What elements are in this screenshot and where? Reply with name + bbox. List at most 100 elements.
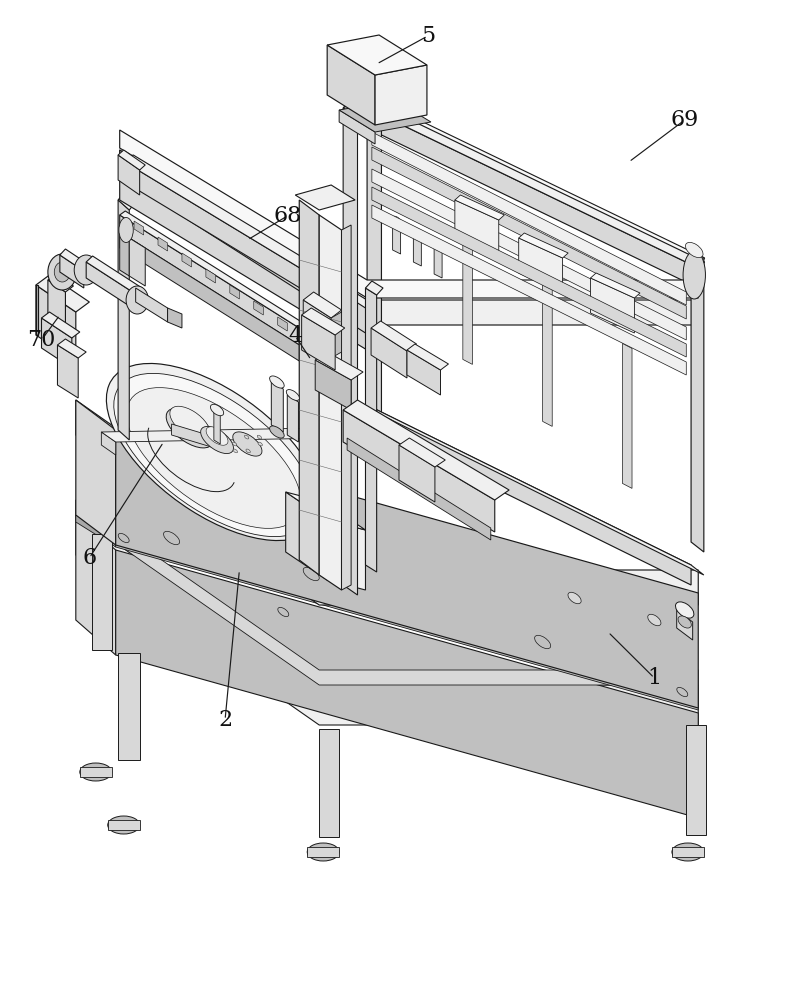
Polygon shape [120,211,305,328]
Polygon shape [372,132,686,305]
Ellipse shape [106,363,322,541]
Polygon shape [116,430,698,708]
Ellipse shape [535,635,551,649]
Circle shape [54,262,70,282]
Polygon shape [132,159,367,334]
Ellipse shape [413,228,422,236]
Polygon shape [372,147,686,319]
Polygon shape [347,438,491,540]
Polygon shape [86,262,136,310]
Ellipse shape [392,216,401,224]
Polygon shape [101,432,116,455]
Ellipse shape [303,567,319,581]
Polygon shape [315,360,351,410]
Polygon shape [86,256,142,294]
Ellipse shape [568,592,581,604]
Polygon shape [36,285,38,335]
Ellipse shape [683,251,705,299]
Polygon shape [206,269,215,283]
Polygon shape [367,102,705,268]
Polygon shape [543,281,552,426]
Polygon shape [295,185,355,210]
Polygon shape [120,232,129,276]
Polygon shape [345,95,371,132]
Polygon shape [116,550,698,818]
Ellipse shape [257,435,262,439]
Ellipse shape [114,373,314,537]
Polygon shape [214,410,220,444]
Polygon shape [372,169,686,340]
Ellipse shape [141,454,154,466]
Text: 69: 69 [670,109,699,131]
Polygon shape [327,520,365,590]
Text: 6: 6 [82,547,97,569]
Polygon shape [367,108,381,415]
Polygon shape [365,288,377,572]
Polygon shape [393,220,401,254]
Polygon shape [76,515,116,655]
Polygon shape [343,400,509,500]
Ellipse shape [80,763,112,781]
Ellipse shape [108,816,140,834]
Polygon shape [339,100,431,132]
Text: 5: 5 [421,25,435,47]
Polygon shape [302,308,345,335]
Polygon shape [343,410,495,532]
Polygon shape [158,237,168,251]
Polygon shape [76,500,116,547]
Ellipse shape [118,533,129,543]
Polygon shape [118,200,129,440]
Polygon shape [434,244,442,278]
Ellipse shape [648,614,661,626]
Polygon shape [677,610,693,640]
Polygon shape [108,820,140,830]
Polygon shape [134,221,144,235]
Polygon shape [407,344,448,370]
Ellipse shape [307,843,339,861]
Polygon shape [319,729,339,837]
Ellipse shape [200,426,234,454]
Polygon shape [136,288,168,322]
Ellipse shape [278,607,289,617]
Polygon shape [342,225,351,590]
Ellipse shape [246,449,251,453]
Polygon shape [413,232,421,266]
Ellipse shape [170,406,210,440]
Polygon shape [48,274,73,292]
Polygon shape [76,500,698,685]
Polygon shape [319,215,342,590]
Polygon shape [372,187,686,357]
Polygon shape [519,238,563,293]
Polygon shape [591,278,634,333]
Polygon shape [286,492,327,580]
Text: 4: 4 [288,325,302,347]
Polygon shape [343,108,358,595]
Ellipse shape [119,218,133,242]
Polygon shape [60,255,84,288]
Polygon shape [686,725,706,835]
Text: 1: 1 [647,667,662,689]
Polygon shape [691,248,704,270]
Polygon shape [375,65,427,125]
Polygon shape [303,292,342,318]
Polygon shape [365,281,383,295]
Ellipse shape [685,242,703,258]
Ellipse shape [193,486,206,498]
Polygon shape [118,150,145,170]
Polygon shape [121,155,315,270]
Polygon shape [367,405,704,575]
Polygon shape [172,424,211,447]
Ellipse shape [286,390,299,400]
Ellipse shape [677,687,688,697]
Polygon shape [120,130,698,298]
Polygon shape [286,492,365,530]
Polygon shape [120,175,367,350]
Ellipse shape [244,435,249,439]
Polygon shape [455,195,504,220]
Polygon shape [230,285,239,299]
Circle shape [126,286,148,314]
Polygon shape [57,345,78,398]
Ellipse shape [233,432,262,456]
Polygon shape [121,160,303,290]
Polygon shape [519,233,568,258]
